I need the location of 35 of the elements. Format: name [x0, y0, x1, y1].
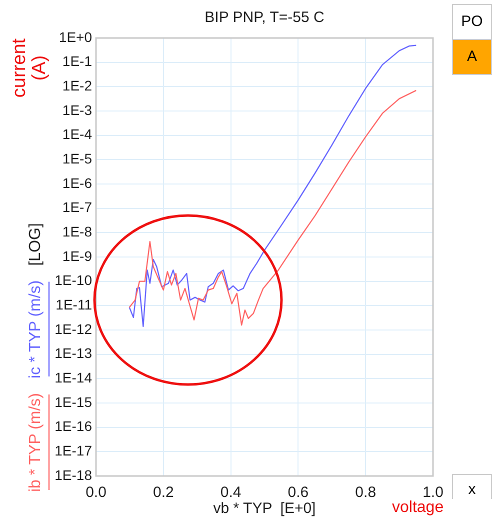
- text: ib * TYP (m/s): [27, 393, 44, 492]
- text: voltage: [392, 499, 444, 517]
- y-tick-label: 1E-9: [62, 248, 92, 264]
- y-tick-label: 1E+0: [58, 28, 92, 45]
- y-tick-label: 1E-15: [54, 394, 92, 410]
- y-tick-label: 1E-4: [62, 126, 92, 142]
- x-tick-label: 0.0: [86, 484, 106, 502]
- y-tick-label: 1E-8: [62, 224, 92, 240]
- y-tick-label: 1E-10: [54, 272, 92, 288]
- y-tick-label: 1E-7: [62, 199, 92, 216]
- text: current (A): [9, 37, 50, 100]
- y-tick-label: 1E-17: [54, 442, 92, 459]
- y-tick-label: 1E-18: [54, 466, 92, 483]
- y-tick-label: 1E-1: [62, 53, 92, 70]
- y-tick-label: 1E-5: [62, 150, 92, 167]
- x-tick-label: 1.0: [422, 484, 444, 502]
- x-tick-label: 0.2: [152, 484, 174, 502]
- text: PO: [452, 4, 492, 40]
- y-tick-label: 1E-2: [62, 78, 92, 94]
- y-tick-label: 1E-3: [62, 102, 92, 118]
- y-tick-label: 1E-11: [56, 296, 92, 313]
- y-axis-title: [LOG]: [27, 223, 44, 266]
- chart-title: BIP PNP, T=-55 C: [204, 9, 324, 26]
- x-tick-label: 0.6: [288, 484, 309, 502]
- text: x: [452, 474, 492, 499]
- x-tick-label: 0.8: [355, 484, 376, 502]
- y-tick-label: 1E-6: [62, 174, 92, 191]
- y-tick-label: 1E-12: [54, 320, 92, 337]
- text: A: [452, 39, 492, 75]
- y-tick-label: 1E-13: [54, 345, 92, 362]
- y-tick-label: 1E-16: [54, 418, 92, 434]
- x-axis-title: vb * TYP [E+0]: [213, 500, 316, 517]
- text: ic * TYP (m/s): [27, 280, 44, 378]
- x-tick-label: 0.4: [220, 484, 242, 502]
- y-tick-label: 1E-14: [54, 370, 92, 386]
